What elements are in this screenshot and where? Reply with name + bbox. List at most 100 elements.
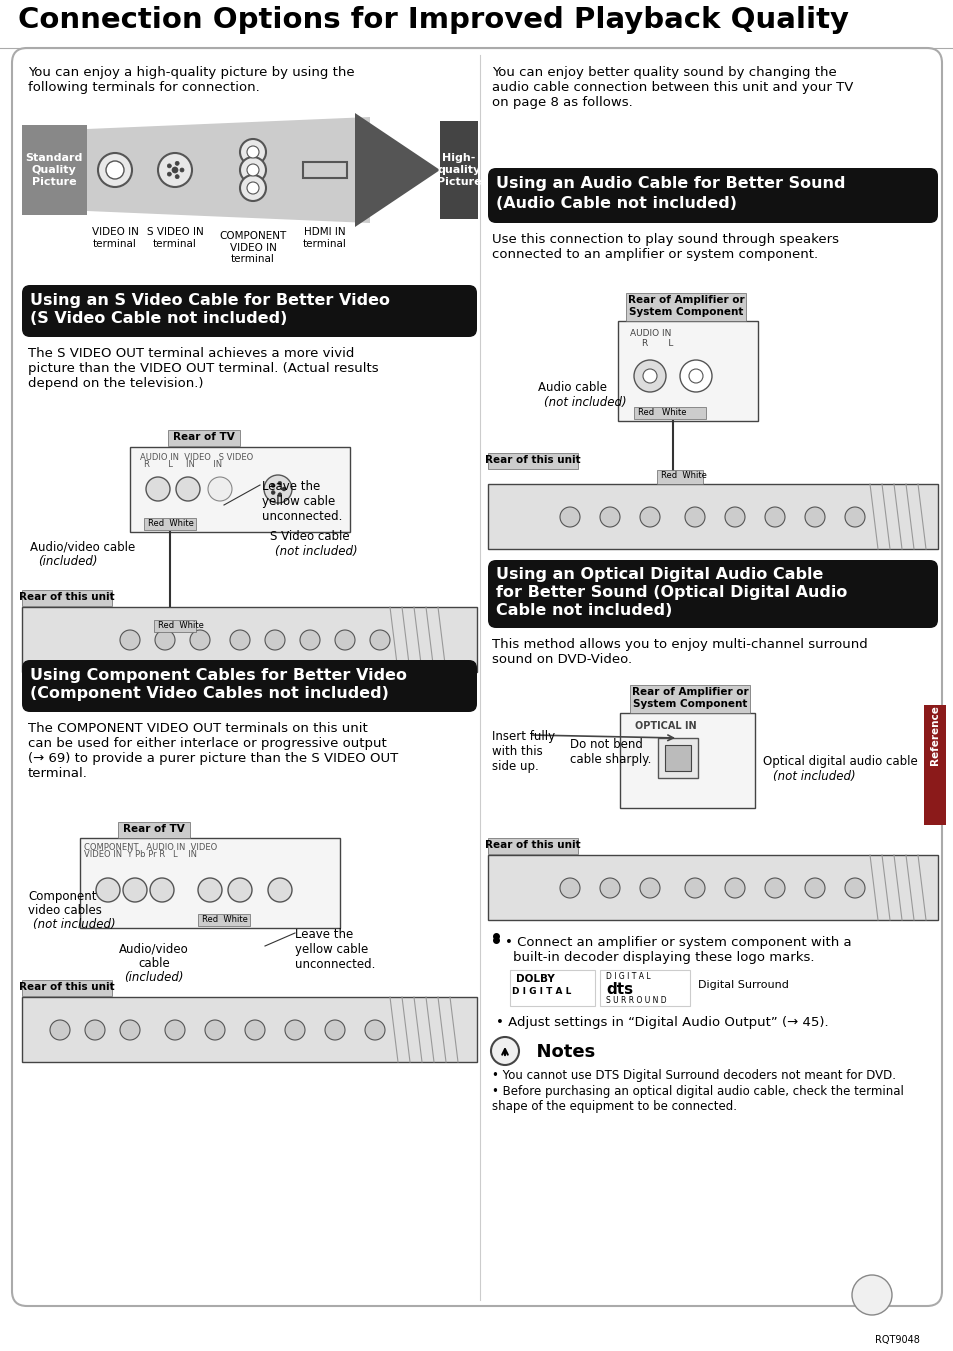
Text: Using an S Video Cable for Better Video: Using an S Video Cable for Better Video — [30, 293, 390, 308]
Text: built-in decoder displaying these logo marks.: built-in decoder displaying these logo m… — [513, 951, 814, 965]
Text: • Adjust settings in “Digital Audio Output” (→ 45).: • Adjust settings in “Digital Audio Outp… — [496, 1016, 828, 1029]
Bar — [488, 484, 937, 549]
Circle shape — [764, 878, 784, 898]
Text: Rear of this unit: Rear of this unit — [19, 592, 114, 603]
Circle shape — [271, 490, 274, 494]
Circle shape — [285, 1020, 305, 1040]
Text: Digital Surround: Digital Surround — [698, 979, 788, 990]
Circle shape — [167, 172, 172, 176]
Text: cable: cable — [138, 957, 170, 970]
Text: Rear of Amplifier or
System Component: Rear of Amplifier or System Component — [627, 295, 743, 316]
Text: Rear of this unit: Rear of this unit — [485, 455, 580, 465]
Text: Leave the
yellow cable
unconnected.: Leave the yellow cable unconnected. — [294, 928, 375, 971]
Circle shape — [247, 182, 258, 195]
Circle shape — [559, 878, 579, 898]
Text: • Connect an amplifier or system component with a: • Connect an amplifier or system compone… — [504, 936, 851, 948]
Text: (not included): (not included) — [772, 770, 855, 784]
Circle shape — [335, 630, 355, 650]
Text: DOLBY: DOLBY — [516, 974, 554, 984]
Text: Reference: Reference — [929, 705, 939, 765]
Text: Rear of TV: Rear of TV — [123, 824, 185, 834]
Text: video cables: video cables — [28, 904, 102, 917]
Circle shape — [264, 476, 292, 503]
Bar — [439, 122, 477, 219]
Text: The COMPONENT VIDEO OUT terminals on this unit
can be used for either interlace : The COMPONENT VIDEO OUT terminals on thi… — [28, 721, 397, 780]
Circle shape — [180, 168, 184, 172]
Text: 53: 53 — [858, 1285, 884, 1304]
Circle shape — [851, 1275, 891, 1315]
Bar — [22, 607, 476, 671]
Bar — [599, 970, 689, 1006]
Circle shape — [265, 630, 285, 650]
Text: (included): (included) — [124, 971, 184, 984]
Polygon shape — [355, 113, 439, 227]
Text: AUDIO IN  VIDEO   S VIDEO: AUDIO IN VIDEO S VIDEO — [140, 453, 253, 462]
Text: Do not bend
cable sharply.: Do not bend cable sharply. — [569, 738, 651, 766]
Circle shape — [764, 507, 784, 527]
Text: Component: Component — [28, 890, 96, 902]
Circle shape — [277, 481, 281, 485]
Text: (Component Video Cables not included): (Component Video Cables not included) — [30, 686, 389, 701]
Circle shape — [245, 1020, 265, 1040]
Polygon shape — [87, 118, 370, 223]
Circle shape — [491, 1038, 518, 1065]
Bar — [629, 685, 749, 713]
Bar — [22, 126, 87, 215]
Circle shape — [96, 878, 120, 902]
Circle shape — [240, 176, 266, 201]
Bar — [618, 322, 758, 422]
FancyBboxPatch shape — [22, 661, 476, 712]
Text: (not included): (not included) — [33, 917, 115, 931]
Text: VIDEO IN  Y Pb Pr R   L    IN: VIDEO IN Y Pb Pr R L IN — [84, 850, 196, 859]
Bar — [923, 705, 945, 825]
Text: (not included): (not included) — [543, 396, 626, 409]
Circle shape — [228, 878, 252, 902]
Circle shape — [684, 878, 704, 898]
Text: Use this connection to play sound through speakers
connected to an amplifier or : Use this connection to play sound throug… — [492, 232, 838, 261]
Circle shape — [268, 878, 292, 902]
Bar — [22, 979, 112, 996]
Circle shape — [724, 878, 744, 898]
Bar — [144, 517, 195, 530]
Circle shape — [175, 174, 179, 178]
Text: Red  White: Red White — [660, 471, 706, 480]
Circle shape — [165, 1020, 185, 1040]
Circle shape — [172, 168, 178, 173]
Text: Leave the
yellow cable
unconnected.: Leave the yellow cable unconnected. — [262, 480, 342, 523]
Circle shape — [804, 878, 824, 898]
Text: The S VIDEO OUT terminal achieves a more vivid
picture than the VIDEO OUT termin: The S VIDEO OUT terminal achieves a more… — [28, 347, 378, 390]
Text: RQT9048: RQT9048 — [874, 1335, 919, 1346]
Circle shape — [679, 359, 711, 392]
Text: High-
quality
Picture: High- quality Picture — [436, 154, 481, 186]
Circle shape — [247, 163, 258, 176]
Circle shape — [198, 878, 222, 902]
Text: R       L     IN       IN: R L IN IN — [144, 459, 222, 469]
Text: Cable not included): Cable not included) — [496, 603, 672, 617]
Text: Red  White: Red White — [158, 621, 204, 630]
Circle shape — [190, 630, 210, 650]
Bar — [80, 838, 339, 928]
Text: VIDEO IN
terminal: VIDEO IN terminal — [91, 227, 138, 249]
Circle shape — [277, 493, 281, 497]
Circle shape — [688, 369, 702, 382]
Text: S VIDEO IN
terminal: S VIDEO IN terminal — [147, 227, 203, 249]
Circle shape — [370, 630, 390, 650]
Text: COMPONENT
VIDEO IN
terminal: COMPONENT VIDEO IN terminal — [219, 231, 286, 265]
Text: Optical digital audio cable: Optical digital audio cable — [762, 755, 917, 767]
FancyBboxPatch shape — [488, 561, 937, 628]
Circle shape — [247, 146, 258, 158]
FancyBboxPatch shape — [12, 49, 941, 1306]
Bar — [658, 738, 698, 778]
Circle shape — [85, 1020, 105, 1040]
Text: Notes: Notes — [523, 1043, 595, 1061]
Circle shape — [642, 369, 657, 382]
Text: Insert fully
with this
side up.: Insert fully with this side up. — [492, 730, 555, 773]
Circle shape — [230, 630, 250, 650]
Circle shape — [208, 477, 232, 501]
Circle shape — [271, 484, 274, 488]
Text: • You cannot use DTS Digital Surround decoders not meant for DVD.: • You cannot use DTS Digital Surround de… — [492, 1069, 895, 1082]
Text: (Audio Cable not included): (Audio Cable not included) — [496, 196, 737, 211]
Text: (not included): (not included) — [274, 544, 357, 558]
Text: Rear of Amplifier or
System Component: Rear of Amplifier or System Component — [631, 688, 747, 709]
Circle shape — [205, 1020, 225, 1040]
